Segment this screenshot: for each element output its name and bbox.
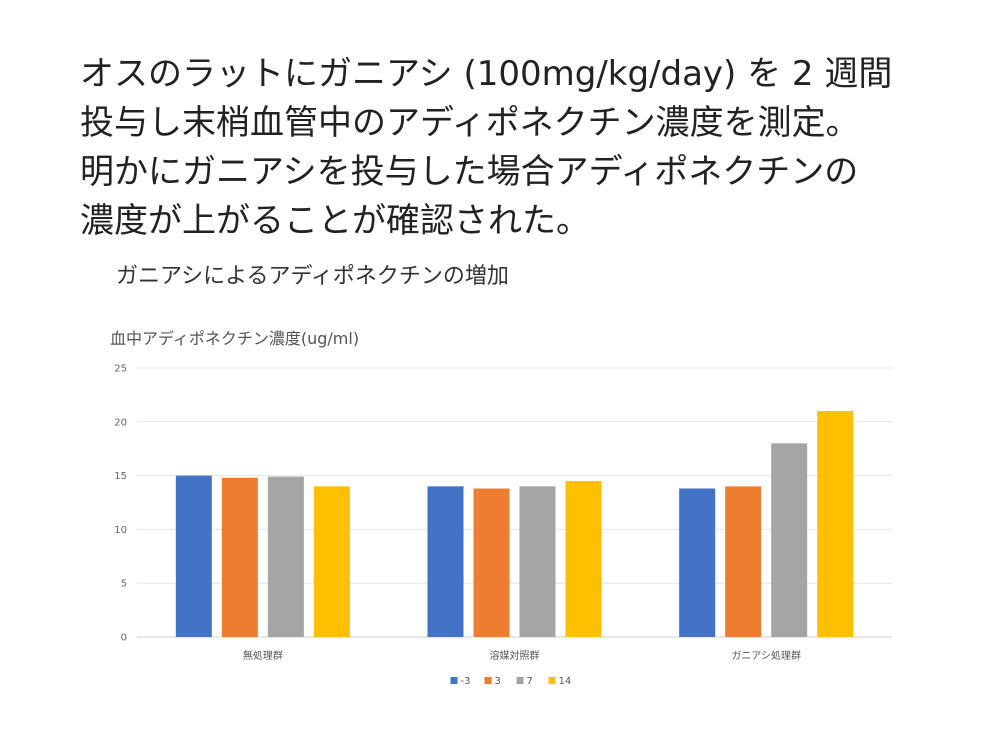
y-tick-label: 25 [114,364,127,375]
legend-label: 7 [527,676,533,687]
bar-1-series-2 [221,477,258,637]
y-axis-title: 血中アディポネクチン濃度(ug/ml) [110,329,360,348]
legend-swatch [548,677,556,684]
heading-line-4: 濃度が上がることが確認された。 [80,201,590,241]
y-tick-label: 5 [121,579,127,590]
bar-1-series-3 [267,476,304,637]
bar-1-series-1 [175,475,212,637]
legend-swatch [450,677,458,684]
slide-heading: オスのラットにガニアシ (100mg/kg/day) を 2 週間 投与し末梢血… [80,50,940,246]
legend-swatch [484,677,492,684]
y-tick-label: 20 [114,417,127,428]
x-category-label: ガニアシ処理群 [731,649,801,662]
bar-3-series-1 [679,488,716,637]
bar-3-series-3 [771,443,808,637]
bar-2-series-4 [565,480,602,637]
bar-3-series-4 [817,411,854,637]
bar-2-series-1 [427,486,464,637]
legend-label: 14 [559,676,572,687]
x-category-label: 溶媒対照群 [490,649,540,662]
legend-label: -3 [461,676,471,687]
y-tick-label: 10 [114,525,127,536]
x-category-label: 無処理群 [243,649,283,662]
heading-line-2: 投与し末梢血管中のアディポネクチン濃度を測定。 [80,103,860,143]
heading-line-1: オスのラットにガニアシ (100mg/kg/day) を 2 週間 [80,54,893,94]
bar-1-series-4 [313,486,350,637]
y-tick-label: 0 [121,633,127,644]
legend-label: 3 [495,676,501,687]
bar-2-series-2 [473,488,510,637]
chart-title: ガニアシによるアディポネクチンの増加 [116,264,509,289]
bar-3-series-2 [725,486,762,637]
heading-line-3: 明かにガニアシを投与した場合アディポネクチンの [80,152,859,192]
bar-2-series-3 [519,486,556,637]
y-tick-label: 15 [114,471,127,482]
legend-swatch [516,677,524,684]
